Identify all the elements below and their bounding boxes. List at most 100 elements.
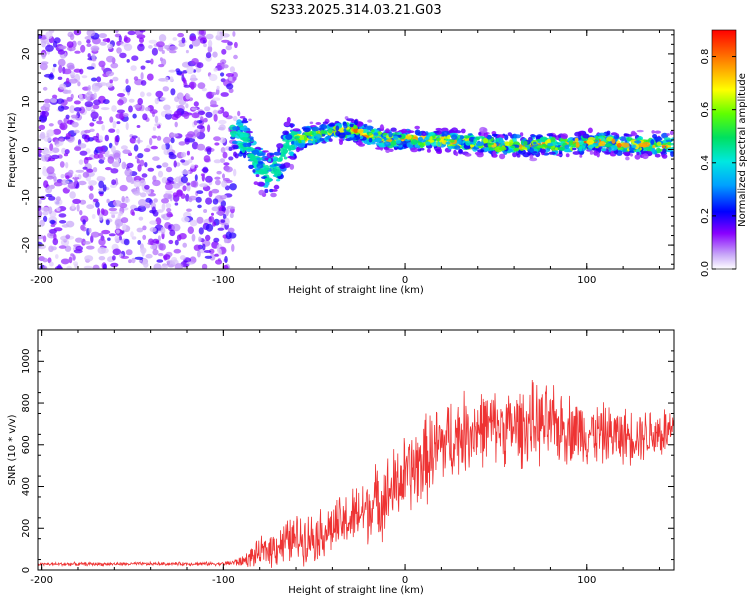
noise-blob [187, 131, 195, 138]
noise-blob [62, 89, 71, 95]
signal-blob [231, 140, 238, 145]
noise-blob [54, 265, 63, 269]
noise-blob [221, 48, 227, 55]
signal-blob [273, 184, 280, 190]
spectrogram-ylabel: Frequency (Hz) [7, 112, 18, 188]
signal-blob [509, 145, 516, 149]
noise-blob [97, 175, 103, 180]
noise-blob [119, 184, 128, 192]
noise-blob [78, 143, 87, 149]
noise-blob [71, 121, 79, 128]
noise-blob [164, 76, 169, 83]
noise-blob [225, 45, 232, 51]
noise-blob [136, 227, 144, 233]
signal-blob [511, 137, 517, 143]
signal-blob [353, 124, 358, 130]
noise-blob [140, 72, 144, 80]
noise-blob [91, 85, 100, 92]
snr-series-line [38, 379, 674, 568]
signal-blob [260, 168, 265, 175]
noise-blob [126, 59, 130, 63]
noise-blob [154, 123, 159, 127]
signal-blob [547, 142, 554, 147]
noise-blob [75, 169, 85, 173]
noise-blob [78, 159, 84, 165]
noise-blob [197, 204, 202, 209]
noise-blob [65, 77, 70, 84]
signal-blob [482, 138, 489, 144]
noise-blob [185, 193, 190, 202]
noise-blob [174, 202, 179, 206]
noise-blob [106, 198, 110, 204]
noise-blob [84, 129, 91, 134]
signal-blob [661, 154, 668, 159]
noise-blob [125, 249, 133, 256]
noise-blob [186, 261, 195, 265]
noise-blob [190, 74, 197, 82]
signal-blob [459, 135, 465, 140]
noise-blob [142, 234, 147, 240]
noise-blob [110, 184, 117, 189]
noise-blob [38, 147, 43, 155]
noise-blob [151, 47, 158, 56]
signal-blob [596, 151, 600, 158]
noise-blob [86, 91, 93, 96]
noise-blob [116, 47, 122, 54]
noise-blob [168, 69, 176, 73]
noise-blob [130, 209, 135, 216]
noise-blob [216, 210, 225, 215]
x-tick-label: -200 [30, 275, 53, 286]
noise-blob [92, 104, 100, 110]
noise-blob [139, 30, 146, 33]
signal-blob [302, 127, 311, 133]
noise-blob [137, 153, 144, 159]
signal-blob [283, 156, 288, 160]
noise-blob [84, 157, 93, 161]
signal-blob [308, 135, 312, 140]
noise-blob [65, 234, 71, 239]
signal-blob [414, 125, 421, 130]
noise-blob [164, 109, 173, 115]
signal-blob [644, 146, 653, 151]
noise-blob [91, 77, 97, 82]
signal-blob [343, 128, 347, 132]
signal-blob [476, 152, 484, 158]
signal-blob [256, 181, 265, 187]
snr-ylabel: SNR (10 * v/v) [7, 414, 18, 485]
noise-blob [86, 66, 95, 70]
noise-blob [144, 184, 150, 190]
noise-blob [214, 142, 220, 146]
signal-blob [591, 148, 600, 151]
noise-blob [149, 209, 155, 214]
noise-blob [43, 180, 49, 189]
noise-blob [181, 216, 190, 223]
signal-blob [446, 138, 451, 142]
noise-blob [44, 150, 53, 154]
noise-blob [193, 120, 198, 126]
noise-blob [116, 121, 121, 125]
noise-blob [224, 166, 233, 173]
signal-blob [297, 142, 306, 148]
signal-blob [492, 150, 497, 157]
noise-blob [139, 179, 146, 187]
noise-blob [99, 150, 106, 155]
signal-blob [305, 142, 314, 146]
noise-blob [52, 40, 58, 48]
noise-blob [184, 138, 189, 143]
signal-blob [522, 152, 530, 158]
signal-blob [587, 145, 595, 149]
signal-blob [655, 136, 663, 141]
noise-blob [96, 76, 102, 83]
signal-blob [630, 153, 633, 157]
noise-blob [231, 71, 238, 79]
noise-blob [214, 253, 220, 257]
noise-blob [41, 40, 46, 48]
signal-blob [320, 130, 328, 135]
noise-blob [158, 64, 165, 68]
noise-blob [92, 167, 98, 173]
noise-blob [148, 39, 157, 44]
noise-blob [93, 99, 101, 106]
noise-blob [43, 265, 48, 269]
noise-blob [131, 236, 137, 240]
noise-blob [83, 265, 93, 269]
